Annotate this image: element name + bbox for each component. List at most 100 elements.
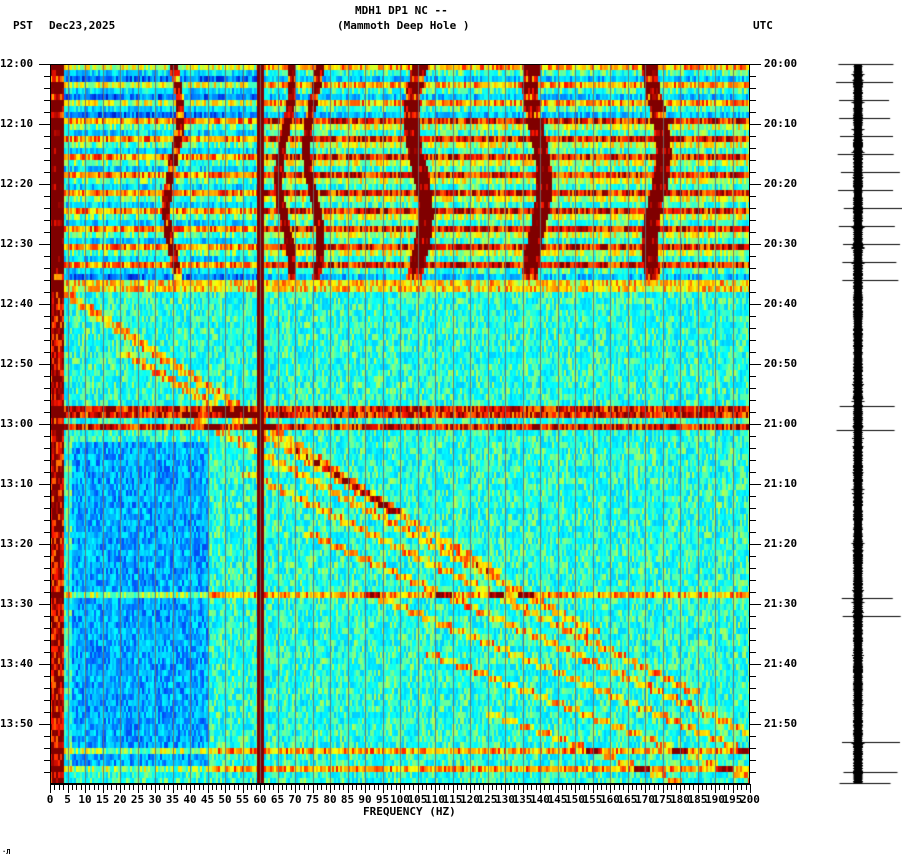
x-tick [593, 784, 594, 793]
x-tick [221, 784, 222, 790]
y-tick-right [750, 148, 756, 149]
y-tick-left [44, 556, 50, 557]
y-tick-right [750, 232, 756, 233]
y-tick-left [44, 280, 50, 281]
x-tick [509, 784, 510, 790]
site-name: (Mammoth Deep Hole ) [337, 19, 470, 32]
y-tick-right [750, 436, 756, 437]
x-tick [566, 784, 567, 790]
x-tick [457, 784, 458, 790]
y-tick-left [44, 340, 50, 341]
x-tick [404, 784, 405, 790]
x-tick-label: 70 [288, 793, 302, 806]
x-tick [474, 784, 475, 790]
x-tick [518, 784, 519, 790]
x-tick [422, 784, 423, 790]
x-tick [369, 784, 370, 790]
x-tick-label: 45 [200, 793, 215, 806]
x-tick [216, 784, 217, 790]
y-tick-left [39, 64, 50, 65]
x-tick [317, 784, 318, 790]
station-title: MDH1 DP1 NC -- [355, 4, 448, 17]
x-tick-label: 20 [113, 793, 127, 806]
x-tick-label: 15 [95, 793, 110, 806]
x-tick [343, 784, 344, 790]
x-tick [413, 784, 414, 790]
x-tick [418, 784, 419, 793]
y-tick-label-left: 13:10 [0, 477, 34, 490]
x-tick-label: 135 [512, 793, 533, 806]
y-tick-left [44, 532, 50, 533]
y-tick-right [750, 340, 756, 341]
x-tick [313, 784, 314, 793]
x-tick [194, 784, 195, 790]
y-tick-right [750, 256, 756, 257]
y-tick-label-right: 21:20 [764, 537, 798, 550]
x-tick [212, 784, 213, 790]
x-tick [448, 784, 449, 790]
x-tick-label: 175 [652, 793, 673, 806]
y-tick-left [44, 268, 50, 269]
x-tick [138, 784, 139, 793]
y-tick-right [750, 496, 756, 497]
x-tick-label: 35 [165, 793, 180, 806]
y-tick-left [44, 448, 50, 449]
y-tick-label-left: 13:40 [0, 657, 34, 670]
x-tick [387, 784, 388, 790]
y-tick-right [750, 316, 756, 317]
x-tick [680, 784, 681, 793]
x-tick [628, 784, 629, 793]
y-tick-right [750, 556, 756, 557]
y-tick-left [39, 664, 50, 665]
x-tick [151, 784, 152, 790]
y-tick-right [750, 712, 756, 713]
x-tick-label: 95 [375, 793, 390, 806]
x-tick [124, 784, 125, 790]
x-tick [684, 784, 685, 790]
y-tick-left [44, 460, 50, 461]
y-tick-left [44, 136, 50, 137]
y-tick-right [750, 124, 761, 125]
x-tick [286, 784, 287, 790]
spectrogram-plot [50, 64, 750, 784]
x-tick [737, 784, 738, 790]
x-tick [431, 784, 432, 790]
y-tick-right [750, 700, 756, 701]
x-tick [203, 784, 204, 790]
x-tick [238, 784, 239, 790]
x-tick [579, 784, 580, 790]
seismogram-trace [830, 60, 902, 790]
y-tick-label-right: 20:50 [764, 357, 798, 370]
x-tick-label: 130 [495, 793, 515, 806]
date-label: Dec23,2025 [49, 19, 116, 32]
x-tick [671, 784, 672, 790]
x-tick-label: 65 [270, 793, 285, 806]
x-tick [698, 784, 699, 793]
x-tick [531, 784, 532, 790]
y-tick-right [750, 160, 756, 161]
y-tick-label-left: 12:40 [0, 297, 34, 310]
x-tick [409, 784, 410, 790]
x-tick [199, 784, 200, 790]
left-timezone-label: PST [13, 19, 33, 32]
x-tick [54, 784, 55, 790]
x-tick [264, 784, 265, 790]
x-tick [733, 784, 734, 793]
x-tick [540, 784, 541, 793]
y-tick-right [750, 688, 756, 689]
y-tick-label-left: 12:10 [0, 117, 34, 130]
y-tick-left [39, 424, 50, 425]
x-tick [623, 784, 624, 790]
x-tick [746, 784, 747, 790]
x-tick-label: 100 [390, 793, 410, 806]
y-tick-left [44, 508, 50, 509]
x-tick [155, 784, 156, 793]
y-tick-label-right: 21:00 [764, 417, 798, 430]
y-tick-label-left: 13:30 [0, 597, 34, 610]
y-tick-right [750, 88, 756, 89]
y-tick-label-right: 21:40 [764, 657, 798, 670]
x-tick-label: 200 [740, 793, 760, 806]
x-axis-title: FREQUENCY (HZ) [363, 805, 456, 818]
y-tick-left [44, 592, 50, 593]
y-tick-label-left: 12:50 [0, 357, 34, 370]
